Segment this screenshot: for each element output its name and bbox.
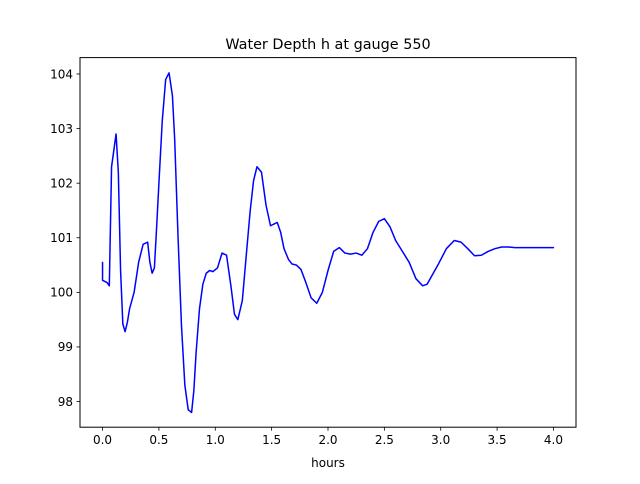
chart-title: Water Depth h at gauge 550	[225, 37, 430, 53]
x-tick-label: 3.0	[431, 433, 450, 447]
x-axis-label: hours	[311, 456, 345, 470]
y-tick-label: 101	[50, 231, 73, 245]
x-tick-label: 1.5	[262, 433, 281, 447]
x-tick-label: 3.5	[488, 433, 507, 447]
y-tick-label: 99	[58, 340, 73, 354]
x-tick-label: 0.5	[149, 433, 168, 447]
x-tick-label: 0.0	[93, 433, 112, 447]
series-line-0	[101, 72, 555, 414]
y-tick-label: 102	[50, 176, 73, 190]
y-tick-label: 100	[50, 286, 73, 300]
y-axis-ticks: 98 99 100 101 102 103 104	[50, 67, 80, 409]
x-axis-ticks: 0.0 0.5 1.0 1.5 2.0 2.5 3.0 3.5 4.0	[93, 427, 563, 447]
x-tick-label: 4.0	[544, 433, 563, 447]
y-tick-label: 103	[50, 122, 73, 136]
y-tick-label: 104	[50, 67, 73, 81]
series-layer	[101, 72, 555, 414]
x-tick-label: 1.0	[206, 433, 225, 447]
y-tick-label: 98	[58, 395, 73, 409]
x-tick-label: 2.5	[375, 433, 394, 447]
plot-area	[80, 57, 576, 428]
x-tick-label: 2.0	[318, 433, 337, 447]
